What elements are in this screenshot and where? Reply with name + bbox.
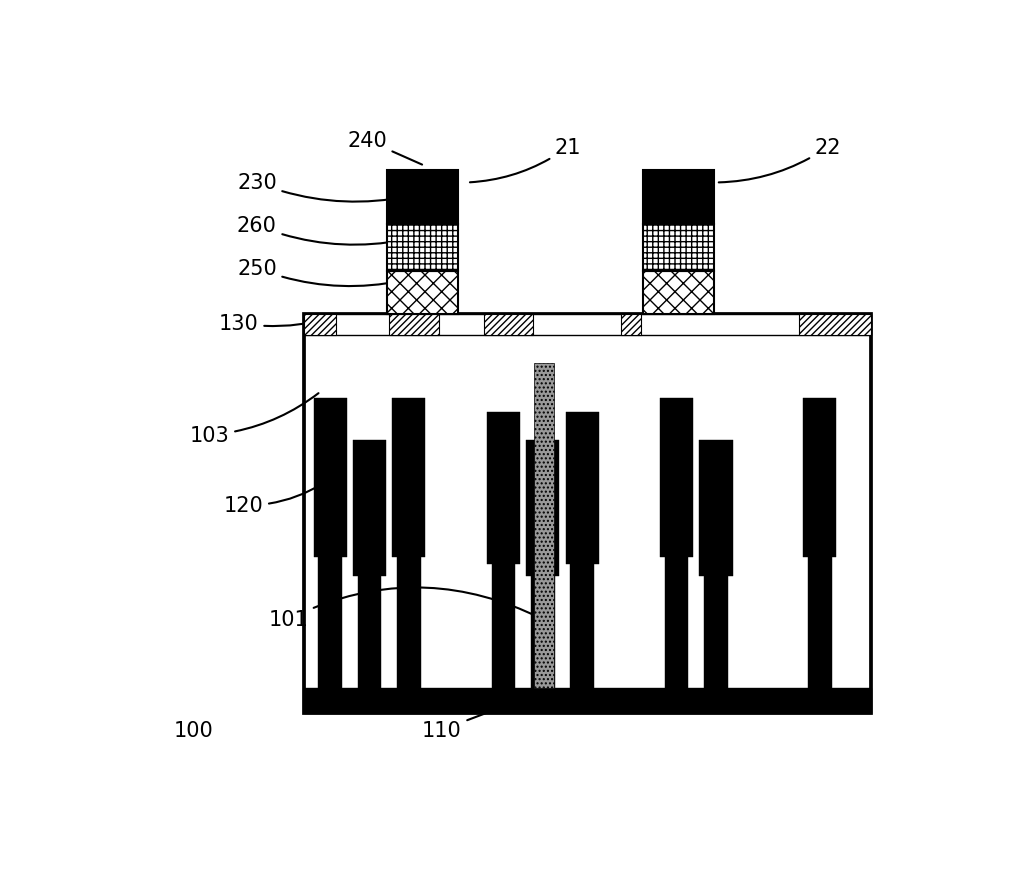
Bar: [664, 558, 689, 687]
Bar: [304, 315, 335, 335]
Text: 110: 110: [422, 704, 510, 740]
Text: 103: 103: [190, 394, 318, 446]
Bar: [304, 315, 871, 713]
Bar: [358, 577, 381, 687]
Text: 130: 130: [218, 314, 333, 334]
Text: 101: 101: [268, 587, 541, 629]
Text: 250: 250: [237, 259, 401, 287]
Bar: [643, 271, 713, 315]
Bar: [660, 399, 693, 558]
Bar: [808, 558, 832, 687]
Text: 22: 22: [718, 138, 841, 183]
Bar: [387, 271, 457, 315]
Text: 21: 21: [470, 138, 581, 183]
Bar: [353, 441, 386, 577]
Bar: [566, 413, 598, 564]
Bar: [531, 577, 555, 687]
Bar: [304, 687, 871, 713]
Text: 100: 100: [174, 720, 213, 740]
Bar: [387, 171, 457, 225]
Bar: [389, 315, 439, 335]
Bar: [622, 315, 641, 335]
Bar: [304, 315, 871, 335]
Bar: [699, 441, 733, 577]
Text: 260: 260: [237, 216, 403, 245]
Bar: [397, 558, 421, 687]
Bar: [484, 315, 533, 335]
Bar: [704, 577, 727, 687]
Bar: [487, 413, 520, 564]
Text: 120: 120: [224, 484, 323, 515]
Bar: [799, 315, 871, 335]
Bar: [314, 399, 346, 558]
Bar: [570, 564, 594, 687]
Text: 240: 240: [347, 131, 422, 165]
Bar: [387, 225, 457, 271]
Bar: [643, 171, 713, 225]
Bar: [392, 399, 426, 558]
Bar: [643, 225, 713, 271]
Bar: [492, 564, 515, 687]
Bar: [804, 399, 836, 558]
Bar: [526, 441, 559, 577]
Text: 230: 230: [237, 173, 407, 202]
Bar: [534, 363, 554, 687]
Bar: [318, 558, 342, 687]
